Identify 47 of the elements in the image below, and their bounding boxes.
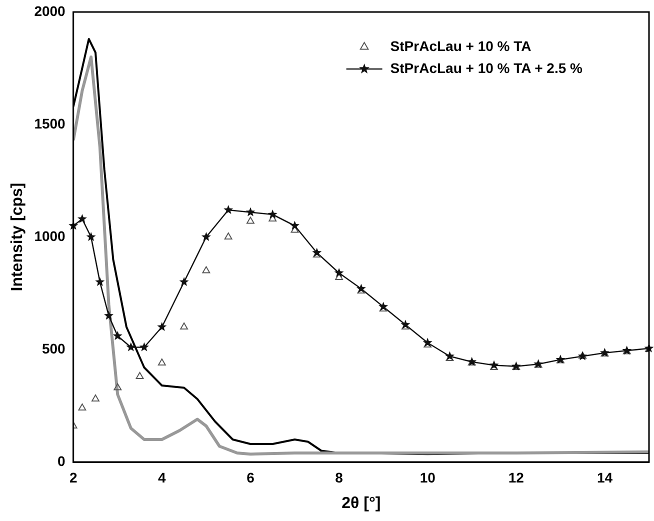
point [92, 394, 100, 402]
y-tick-label: 0 [58, 452, 66, 469]
x-tick-label: 2 [69, 469, 78, 486]
legend-label: StPrAcLau + 10 % TA + 2.5 % [390, 60, 584, 76]
point [95, 277, 105, 286]
point [86, 232, 96, 242]
point [246, 216, 254, 224]
point [246, 207, 256, 216]
x-tick-label: 14 [596, 469, 613, 486]
point [422, 338, 432, 347]
point [179, 277, 189, 286]
y-tick-label: 1500 [34, 115, 66, 132]
x-tick-label: 8 [335, 469, 344, 486]
point [202, 266, 210, 274]
point [224, 205, 234, 214]
point [158, 358, 166, 366]
point [378, 302, 388, 311]
point [444, 351, 454, 360]
point [224, 232, 232, 240]
point [136, 372, 144, 379]
x-tick-label: 12 [508, 469, 524, 486]
point [201, 232, 211, 242]
x-axis-title: 2θ [°] [342, 494, 381, 512]
point [334, 268, 344, 278]
point [112, 331, 122, 340]
point [157, 322, 167, 332]
legend-label: StPrAcLau + 10 % TA [390, 38, 532, 54]
y-axis-title: Intensity [cps] [9, 182, 26, 292]
x-tick-label: 4 [158, 469, 166, 486]
point [489, 360, 499, 370]
point [290, 220, 300, 230]
point [114, 383, 122, 390]
point [126, 342, 136, 352]
x-tick-label: 6 [246, 469, 255, 486]
point [356, 284, 366, 293]
y-tick-label: 1000 [34, 228, 66, 244]
point [400, 320, 410, 329]
point [78, 404, 86, 410]
y-tick-label: 500 [42, 340, 66, 356]
point [139, 342, 149, 352]
point [268, 210, 278, 219]
point [77, 214, 87, 224]
point [104, 310, 114, 320]
x-tick-label: 10 [420, 469, 436, 486]
y-tick-label: 2000 [34, 2, 66, 19]
point [312, 248, 322, 257]
point [180, 322, 188, 330]
